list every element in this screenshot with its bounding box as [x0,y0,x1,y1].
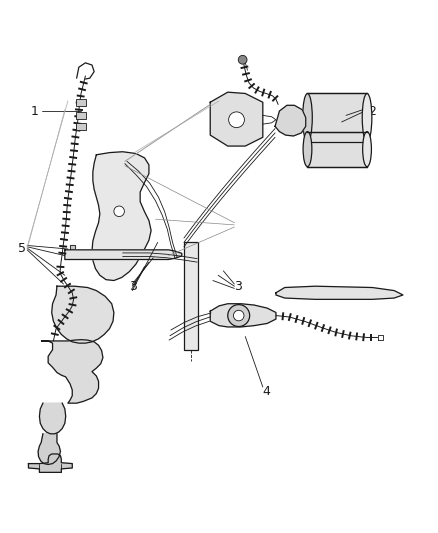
Text: 1: 1 [31,104,39,117]
Ellipse shape [363,132,371,167]
Polygon shape [39,403,66,434]
Circle shape [233,310,244,321]
Ellipse shape [303,93,312,142]
Text: 4: 4 [263,385,271,398]
Ellipse shape [303,132,312,167]
Text: 2: 2 [368,104,376,117]
Polygon shape [52,286,114,343]
Polygon shape [210,92,263,146]
Polygon shape [275,106,306,136]
Circle shape [229,112,244,128]
Text: D: D [234,312,244,326]
Circle shape [228,304,250,327]
Polygon shape [28,454,72,472]
Text: 5: 5 [18,243,25,255]
Bar [76,112,86,119]
Bar [184,243,198,350]
FancyBboxPatch shape [307,132,367,167]
Polygon shape [42,340,103,403]
Text: 3: 3 [129,280,137,293]
Polygon shape [70,246,75,249]
Bar [76,123,86,130]
FancyBboxPatch shape [307,93,367,142]
Polygon shape [38,434,60,464]
Circle shape [114,206,124,216]
Polygon shape [65,250,182,260]
Polygon shape [92,152,151,280]
Bar [76,99,86,106]
Polygon shape [276,286,403,300]
Text: 3: 3 [234,280,242,293]
Polygon shape [210,304,276,327]
Circle shape [238,55,247,64]
Ellipse shape [362,93,372,142]
